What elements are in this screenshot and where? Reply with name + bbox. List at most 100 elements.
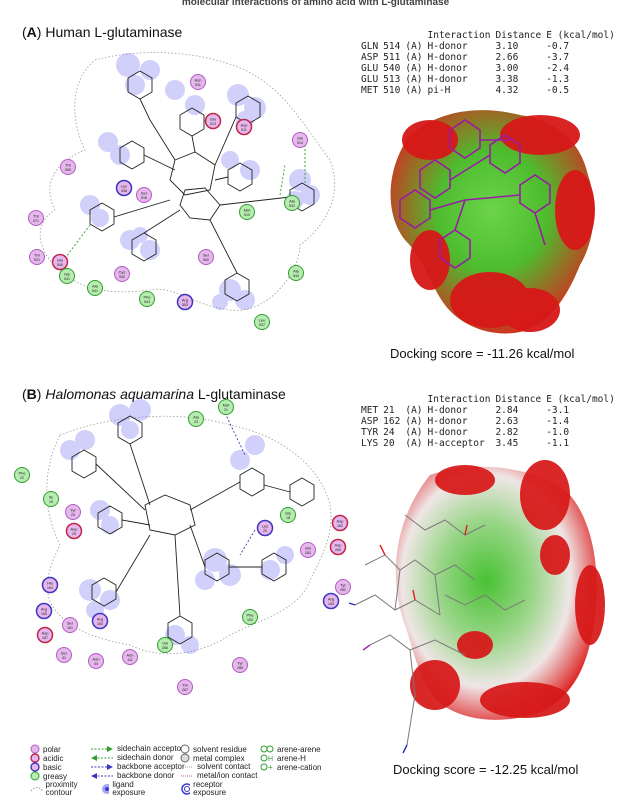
panel-a-cell-res: GLN xyxy=(361,41,379,52)
legend-basic-swatch xyxy=(30,762,40,772)
residue-disc xyxy=(218,399,234,415)
legend-arene-h: H arene-H xyxy=(260,753,306,763)
residue-number: 266 xyxy=(162,646,168,650)
residue-number: 111 xyxy=(127,658,132,662)
residue-number: 152 xyxy=(247,618,253,622)
residue-number: 510 xyxy=(244,213,250,217)
panel-b-cell-e: -1.0 xyxy=(546,427,570,438)
panel-a-cell-num: 513 xyxy=(383,74,401,85)
panel-b-cell-chain: (A) xyxy=(405,405,423,416)
residue-disc xyxy=(235,118,253,136)
residue-name: Ser xyxy=(67,621,74,626)
panel-b-protein-surface xyxy=(395,466,597,720)
panel-a-cell-chain: (A) xyxy=(405,85,423,96)
residue-name: Phe xyxy=(246,613,254,618)
residue-number: 532 xyxy=(289,204,295,208)
legend-arene-cation: + arene-cation xyxy=(260,762,321,772)
legend-greasy-label: greasy xyxy=(43,771,68,781)
residue-name: Ser xyxy=(203,253,210,258)
panel-b-table: Interaction Distance E (kcal/mol) MET 21 (… xyxy=(361,394,620,449)
residue-name: Ala xyxy=(289,199,296,204)
legend-backbone-acceptor-label: backbone acceptor xyxy=(117,762,185,771)
panel-b-ligand-structure xyxy=(71,415,315,645)
panel-b-cell-num: 20 xyxy=(383,438,395,449)
residue-number: 550 xyxy=(65,168,71,172)
panel-a-name: Human L-glutaminase xyxy=(41,24,183,40)
residue-number: 165 xyxy=(41,612,47,616)
residue-name: Leu xyxy=(259,318,266,323)
residue-disc xyxy=(56,647,72,663)
panel-b-surface-render xyxy=(348,460,605,754)
residue-number: 260 xyxy=(335,548,341,552)
residue-disc xyxy=(41,576,59,594)
legend-backbone-acceptor-arrow xyxy=(91,763,113,770)
panel-a-cell-dist: 4.32 xyxy=(495,85,519,96)
legend-solvent-contact-swatch xyxy=(181,766,193,767)
panel-a-cell-dist: 3.10 xyxy=(495,41,519,52)
panel-a-cell-chain: (A) xyxy=(405,52,423,63)
panel-b-col-energy: E (kcal/mol) xyxy=(546,394,615,405)
panel-b-cell-res: LYS xyxy=(361,438,379,449)
residue-name: Gly xyxy=(285,511,291,516)
residue-number: 521 xyxy=(34,258,40,262)
panel-b-cell-num: 21 xyxy=(383,405,395,416)
legend-backbone-donor-label: backbone donor xyxy=(117,771,175,780)
panel-b-organism: Halomonas aquamarina xyxy=(45,386,194,402)
legend-sidechain-donor-arrow xyxy=(91,754,113,761)
residue-disc xyxy=(51,253,69,271)
panel-a-cell-num: 510 xyxy=(383,85,401,96)
residue-disc xyxy=(329,538,347,556)
residue-name: Arg xyxy=(97,617,103,622)
residue-disc xyxy=(198,249,214,265)
panel-a-cell-num: 540 xyxy=(383,63,401,74)
residue-name: Asp xyxy=(337,519,345,524)
residue-disc xyxy=(256,519,274,537)
panel-b-cell-chain: (A) xyxy=(405,427,423,438)
legend-polar: polar xyxy=(30,744,61,754)
residue-name: Asp xyxy=(71,527,79,532)
residue-number: 541 xyxy=(92,289,98,293)
residue-disc xyxy=(232,657,248,673)
panel-b-residue-group: Met21Ala23Phe22Ile19Tyr24Asp25Lys20Gly18… xyxy=(14,399,351,695)
residue-name: Gln xyxy=(297,136,303,141)
residue-number: 23 xyxy=(194,420,198,424)
legend-arene-cation-label: arene-cation xyxy=(277,762,322,772)
residue-number: 163 xyxy=(328,602,334,606)
residue-number: 161 xyxy=(67,626,73,630)
legend-sidechain-donor: sidechain donor xyxy=(90,753,173,762)
residue-number: 267 xyxy=(42,636,48,640)
residue-name: Asp xyxy=(335,543,343,548)
residue-disc xyxy=(29,249,45,265)
residue-number: 548 xyxy=(121,189,127,193)
legend-backbone-donor-arrow xyxy=(91,772,113,779)
residue-disc xyxy=(36,626,54,644)
residue-name: Glu xyxy=(210,117,216,122)
panel-b-cell-chain: (A) xyxy=(405,416,423,427)
panel-b-surface-red-lobes xyxy=(410,460,605,718)
panel-a-table-body: GLN 514 (A) H-donor 3.10 -0.7 ASP 511 (A) H-donor… xyxy=(361,41,620,96)
residue-disc xyxy=(190,74,206,90)
legend-greasy-swatch xyxy=(30,771,40,781)
panel-b-cell-dist: 2.63 xyxy=(495,416,519,427)
panel-a-interaction-table: Interaction Distance E (kcal/mol) GLN 514… xyxy=(361,30,620,96)
residue-name: Gly xyxy=(64,272,70,277)
residue-number: 544 xyxy=(293,274,299,278)
panel-a-table-row: ASP 511 (A) H-donor 2.66 -3.7 xyxy=(361,52,620,63)
panel-a-cell-chain: (A) xyxy=(405,41,423,52)
residue-disc xyxy=(115,179,133,197)
residue-disc xyxy=(14,467,30,483)
residue-disc xyxy=(139,291,155,307)
panel-a-cell-type: H-donor xyxy=(427,74,468,85)
